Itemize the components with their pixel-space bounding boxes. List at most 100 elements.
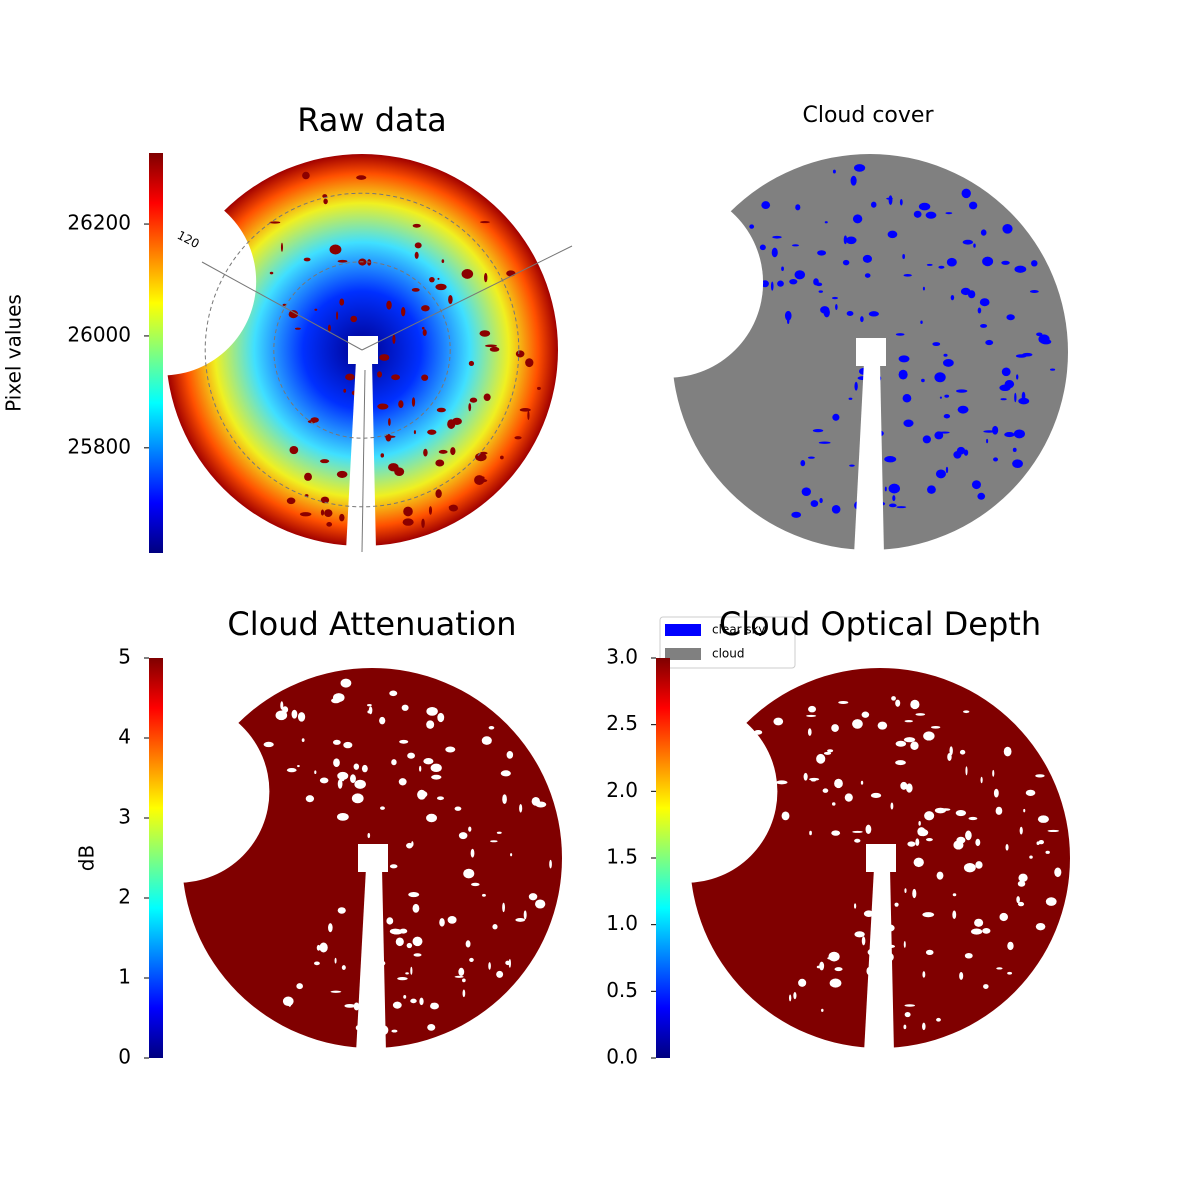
colorbar-tick-label: 26200 <box>67 211 131 235</box>
panel-title: Raw data <box>297 101 447 139</box>
speck <box>447 916 457 924</box>
speck <box>471 882 480 887</box>
colorbar-tick-label: 0.0 <box>606 1045 638 1069</box>
speck <box>392 1001 402 1009</box>
speck <box>927 485 936 494</box>
speck <box>870 201 877 208</box>
speck <box>852 830 863 833</box>
speck <box>402 518 414 526</box>
speck <box>377 403 389 410</box>
speck <box>399 739 409 744</box>
speck <box>481 893 486 897</box>
speck <box>934 372 946 383</box>
speck <box>918 821 921 826</box>
speck <box>822 788 829 793</box>
speck <box>1004 432 1015 438</box>
speck <box>832 413 840 421</box>
speck <box>775 780 788 785</box>
speck <box>319 777 329 784</box>
speck <box>280 242 283 252</box>
colorbar-tick-label: 0 <box>118 1045 131 1069</box>
speck <box>469 957 474 962</box>
speck <box>462 989 466 998</box>
speck <box>854 381 858 391</box>
speck <box>902 253 906 259</box>
speck <box>302 171 310 180</box>
speck <box>791 511 802 518</box>
speck <box>390 928 403 935</box>
speck <box>380 453 385 458</box>
speck <box>800 460 806 467</box>
mask-bite <box>573 187 764 378</box>
speck <box>319 942 328 953</box>
speck <box>303 257 311 262</box>
legend-label: clear sky <box>712 623 765 637</box>
speck <box>936 871 944 880</box>
speck <box>807 456 815 459</box>
speck <box>304 472 312 481</box>
speck <box>421 374 429 381</box>
speck <box>1045 897 1057 906</box>
mask-center <box>866 844 896 872</box>
speck <box>959 749 966 755</box>
speck <box>428 506 433 515</box>
speck <box>1004 380 1015 389</box>
speck <box>915 713 926 716</box>
mask-wedge <box>864 868 894 1053</box>
speck <box>898 369 908 380</box>
speck <box>920 320 923 324</box>
speck <box>463 868 475 879</box>
speck <box>485 344 497 348</box>
speck <box>401 704 409 711</box>
speck <box>1054 867 1062 878</box>
speck <box>398 778 407 786</box>
panel-title: Cloud Attenuation <box>227 605 516 643</box>
speck <box>834 778 843 789</box>
speck <box>320 509 325 516</box>
speck <box>973 243 976 248</box>
speck <box>818 290 823 293</box>
speck <box>1012 447 1017 452</box>
speck <box>922 971 926 978</box>
speck <box>332 739 341 745</box>
speck <box>1029 855 1033 859</box>
speck <box>968 201 978 210</box>
speck <box>492 924 498 930</box>
speck <box>932 342 941 347</box>
speck <box>1014 392 1017 403</box>
speck <box>468 360 475 367</box>
speck <box>888 483 901 494</box>
speck <box>900 781 908 790</box>
speck <box>398 400 404 408</box>
speck <box>431 774 442 780</box>
speck <box>1035 922 1046 931</box>
speck <box>500 455 504 460</box>
polar-axis <box>361 245 573 351</box>
speck <box>394 467 405 476</box>
speck <box>414 251 419 259</box>
speck <box>771 247 778 258</box>
speck <box>943 413 951 419</box>
speck <box>955 809 967 817</box>
speck <box>431 1002 434 1006</box>
speck <box>429 276 435 283</box>
speck <box>450 447 456 456</box>
speck <box>902 393 912 403</box>
speck <box>479 221 490 224</box>
speck <box>980 323 988 328</box>
speck <box>287 997 292 1007</box>
speck <box>412 936 423 947</box>
speck <box>336 813 349 821</box>
mask-wedge <box>356 868 386 1053</box>
colorbar <box>656 658 670 1058</box>
speck <box>965 766 968 776</box>
speck <box>844 793 853 802</box>
speck <box>419 765 422 772</box>
mask-bite <box>595 700 778 883</box>
speck <box>326 522 333 527</box>
speck <box>852 719 863 729</box>
speck <box>829 978 842 988</box>
speck <box>992 769 995 777</box>
speck <box>461 269 474 279</box>
